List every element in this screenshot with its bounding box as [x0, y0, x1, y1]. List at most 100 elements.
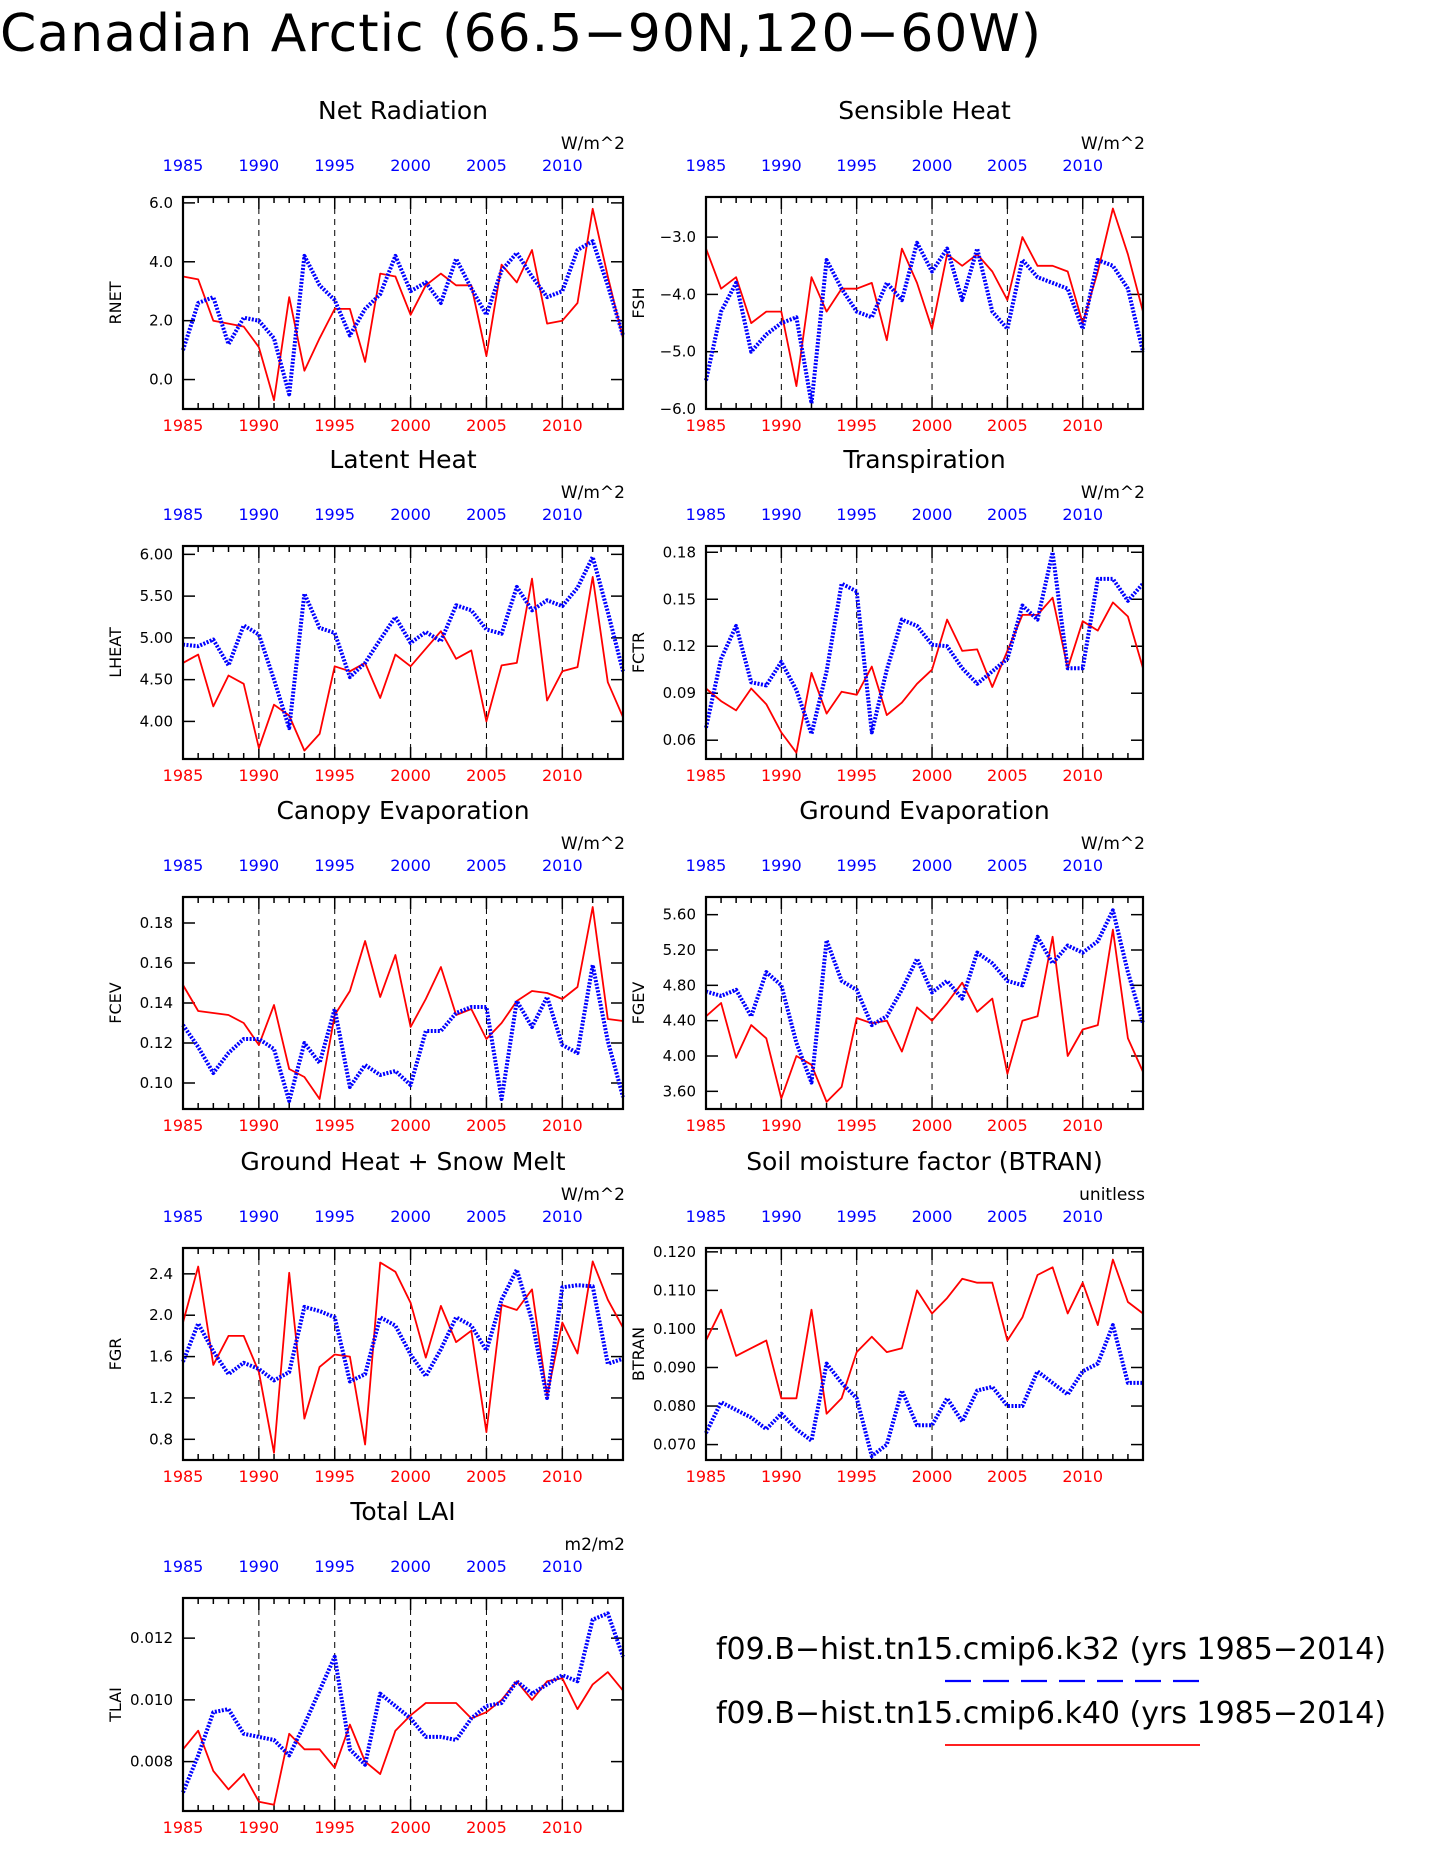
- x-tick-label-bottom: 1985: [686, 416, 727, 435]
- y-tick-label: 0.008: [130, 1753, 173, 1771]
- x-tick-label-top: 2000: [912, 156, 953, 175]
- x-tick-label-top: 1995: [314, 1557, 355, 1576]
- x-tick-label-top: 2000: [912, 1207, 953, 1226]
- x-tick-label-top: 2010: [1062, 505, 1103, 524]
- y-tick-label: 0.012: [130, 1629, 173, 1647]
- y-tick-label: 4.00: [663, 1047, 696, 1065]
- x-tick-label-top: 2005: [987, 1207, 1028, 1226]
- series-k40-line: [182, 1671, 624, 1806]
- x-tick-label-top: 1995: [314, 505, 355, 524]
- x-tick-label-bottom: 1990: [239, 1116, 280, 1135]
- x-tick-label-bottom: 2005: [987, 1467, 1028, 1486]
- x-tick-label-top: 1995: [314, 156, 355, 175]
- chart-total-lai: Total LAI m2/m2 1985 1985 1990 1990 1995 1995 20…: [106, 1497, 625, 1837]
- units-label: W/m^2: [561, 1185, 625, 1205]
- x-tick-label-bottom: 2000: [912, 1116, 953, 1135]
- units-label: unitless: [1079, 1185, 1145, 1205]
- chart-title: Total LAI: [349, 1497, 455, 1526]
- y-tick-label: 0.090: [653, 1358, 696, 1376]
- x-tick-label-top: 2000: [390, 1207, 431, 1226]
- y-axis-label: BTRAN: [629, 1327, 648, 1381]
- x-tick-label-bottom: 2010: [1062, 1116, 1103, 1135]
- series-k32-line: [181, 1611, 625, 1794]
- x-tick-label-bottom: 1985: [686, 766, 727, 785]
- series-k40-line: [182, 1260, 624, 1454]
- chart-net-radiation: Net Radiation W/m^2 1985 1985 1990 1990 1995 19…: [106, 96, 625, 435]
- y-tick-label: 1.2: [149, 1389, 173, 1407]
- chart-title: Transpiration: [842, 445, 1005, 474]
- x-tick-label-top: 2010: [542, 156, 583, 175]
- x-tick-label-top: 2010: [542, 856, 583, 875]
- y-tick-label: 0.8: [149, 1430, 173, 1448]
- x-tick-label-bottom: 1985: [163, 1467, 204, 1486]
- x-tick-label-top: 2010: [542, 1207, 583, 1226]
- y-tick-label: 0.14: [140, 994, 173, 1012]
- y-tick-label: 4.40: [663, 1012, 696, 1030]
- x-tick-label-bottom: 2000: [912, 1467, 953, 1486]
- y-tick-label: 2.0: [149, 312, 173, 330]
- y-tick-label: 0.120: [653, 1243, 696, 1261]
- x-tick-label-bottom: 2010: [542, 1818, 583, 1837]
- x-tick-label-bottom: 1990: [239, 766, 280, 785]
- x-tick-label-top: 1995: [836, 156, 877, 175]
- x-tick-label-bottom: 2005: [466, 766, 507, 785]
- x-tick-label-bottom: 1985: [163, 1116, 204, 1135]
- chart-title: Net Radiation: [318, 96, 488, 125]
- series-k32-line: [704, 550, 1145, 736]
- plot-frame: [704, 1246, 1145, 1462]
- x-tick-label-top: 2010: [1062, 856, 1103, 875]
- x-tick-label-top: 1985: [163, 156, 204, 175]
- x-tick-label-top: 1995: [314, 856, 355, 875]
- x-tick-label-bottom: 1995: [836, 1116, 877, 1135]
- x-tick-label-top: 2010: [542, 1557, 583, 1576]
- y-tick-label: 4.50: [140, 671, 173, 689]
- y-tick-label: −3.0: [660, 228, 696, 246]
- series-k32-line: [182, 554, 625, 731]
- x-tick-label-top: 2010: [1062, 156, 1103, 175]
- y-tick-label: 6.0: [149, 194, 173, 212]
- plot-frame: [181, 895, 625, 1111]
- x-tick-label-bottom: 2010: [1062, 766, 1103, 785]
- y-tick-label: 6.00: [140, 545, 173, 563]
- x-tick-label-bottom: 2010: [542, 416, 583, 435]
- y-tick-label: −6.0: [660, 400, 696, 418]
- chart-ground-heat-snow-melt: Ground Heat + Snow Melt W/m^2 1985 1985 1990…: [106, 1147, 625, 1486]
- x-tick-label-bottom: 2000: [912, 766, 953, 785]
- x-tick-label-top: 2005: [466, 1557, 507, 1576]
- plot-frame: [181, 544, 625, 761]
- x-tick-label-top: 2005: [466, 856, 507, 875]
- x-tick-label-bottom: 2005: [987, 766, 1028, 785]
- x-tick-label-top: 2005: [466, 1207, 507, 1226]
- x-tick-label-bottom: 1985: [686, 1116, 727, 1135]
- x-tick-label-bottom: 1995: [314, 1818, 355, 1837]
- y-tick-label: 5.00: [140, 629, 173, 647]
- y-tick-label: 0.100: [653, 1320, 696, 1338]
- x-tick-label-bottom: 2005: [466, 1116, 507, 1135]
- x-tick-label-top: 1985: [686, 505, 727, 524]
- units-label: W/m^2: [561, 834, 625, 854]
- y-tick-label: 5.20: [663, 941, 696, 959]
- x-tick-label-top: 1985: [686, 156, 727, 175]
- series-k32-line: [704, 1323, 1143, 1459]
- y-tick-label: 2.4: [149, 1265, 173, 1283]
- plot-frame: [181, 1596, 625, 1813]
- plot-frame: [704, 544, 1145, 761]
- chart-title: Canopy Evaporation: [276, 796, 529, 825]
- x-tick-label-top: 1995: [314, 1207, 355, 1226]
- chart-soil-moisture-factor-btran: Soil moisture factor (BTRAN) unitless 1985…: [629, 1147, 1145, 1486]
- x-tick-label-bottom: 1995: [314, 1116, 355, 1135]
- x-tick-label-top: 1985: [686, 856, 727, 875]
- x-tick-label-top: 1985: [686, 1207, 727, 1226]
- y-axis-label: FGEV: [629, 982, 648, 1025]
- chart-title: Sensible Heat: [838, 96, 1011, 125]
- plot-frame: [181, 1246, 625, 1462]
- x-tick-label-bottom: 2010: [542, 1467, 583, 1486]
- x-tick-label-top: 2005: [987, 156, 1028, 175]
- y-axis-label: TLAI: [106, 1687, 125, 1723]
- x-tick-label-top: 1990: [239, 856, 280, 875]
- plot-frame: [704, 195, 1145, 411]
- y-tick-label: 2.0: [149, 1306, 173, 1324]
- x-tick-label-top: 1995: [836, 856, 877, 875]
- y-tick-label: 0.16: [140, 954, 173, 972]
